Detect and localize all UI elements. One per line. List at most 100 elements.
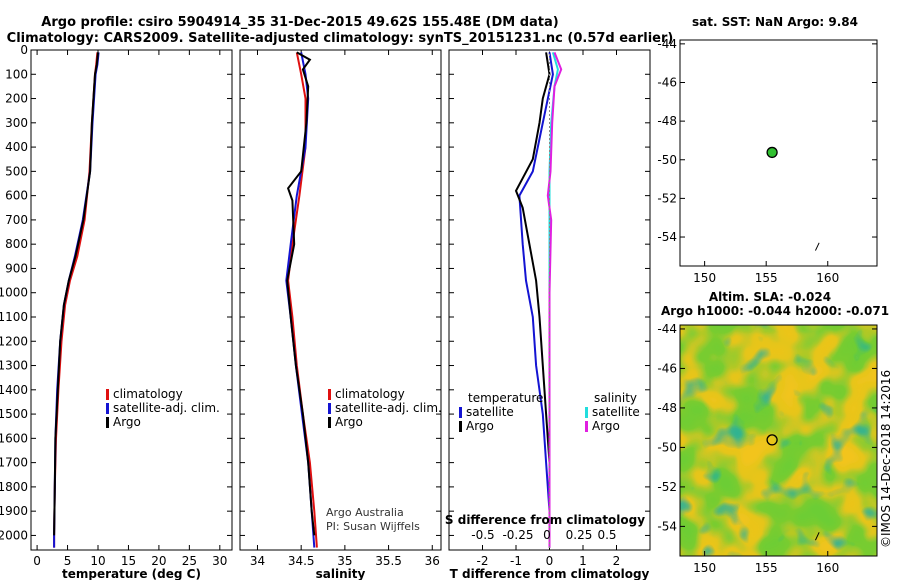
depth-tick-label: 700: [5, 213, 28, 227]
temperature-xtick-label: 25: [182, 554, 197, 568]
sla-map-xtick-label: 160: [816, 561, 839, 575]
diff-sal-legend-swatch: [585, 407, 588, 418]
temperature-xtick-label: 5: [64, 554, 72, 568]
diff-temp-legend-label: temperature: [468, 391, 543, 405]
temperature-xtick-label: 0: [33, 554, 41, 568]
temperature-xtick-label: 15: [121, 554, 136, 568]
depth-tick-label: 1500: [0, 407, 28, 421]
temp-legend-label: climatology: [113, 387, 183, 401]
difference-xlabel: T difference from climatology: [450, 567, 650, 580]
sal-legend-label: satellite-adj. clim.: [335, 401, 442, 415]
salinity-panel: 34 34.5 35 35.5 36 salinity climatologysatelli…: [239, 49, 442, 581]
salinity-axes-box: [239, 49, 442, 551]
salinity-series-climatology: [287, 52, 318, 548]
diff-temp-legend-label: Argo: [466, 419, 494, 433]
depth-tick-label: 1700: [0, 456, 28, 470]
temperature-panel: 0 5 10 15 20 25 300100200300400500600700800900…: [0, 43, 233, 581]
diff-sal-legend-label: salinity: [594, 391, 637, 405]
difference-xtick-label: 2: [613, 554, 621, 568]
salinity-xtick-label: 34: [250, 554, 265, 568]
difference-series-t-argo: [514, 52, 551, 548]
depth-tick-label: 1100: [0, 310, 28, 324]
depth-tick-label: 1900: [0, 504, 28, 518]
sla-map-ytick-label: -52: [657, 480, 677, 494]
sla-map-ytick-label: -54: [657, 519, 677, 533]
salinity-diff-tick-label: 0.5: [597, 528, 616, 542]
depth-tick-label: 1200: [0, 334, 28, 348]
temperature-series-group: [53, 52, 100, 548]
depth-tick-label: 1400: [0, 383, 28, 397]
temp-legend-swatch: [106, 403, 109, 414]
top-axis-label: S difference from climatology: [445, 513, 645, 527]
diff-sal-legend-label: Argo: [592, 419, 620, 433]
salinity-xtick-label: 35: [337, 554, 352, 568]
sal-legend-swatch: [328, 389, 331, 400]
difference-series-group: [514, 52, 563, 548]
temp-legend-label: satellite-adj. clim.: [113, 401, 220, 415]
salinity-diff-tick-label: -0.5: [471, 528, 494, 542]
temperature-xtick-label: 10: [90, 554, 105, 568]
depth-tick-label: 0: [20, 43, 28, 57]
temperature-series-argo: [53, 52, 99, 536]
credit-line-1: Argo Australia: [326, 506, 404, 519]
salinity-xtick-label: 36: [425, 554, 440, 568]
depth-tick-label: 1000: [0, 286, 28, 300]
salinity-xtick-label: 35.5: [375, 554, 402, 568]
sst-map-ytick-label: -48: [657, 114, 677, 128]
depth-tick-label: 900: [5, 261, 28, 275]
depth-tick-label: 300: [5, 116, 28, 130]
temp-legend-label: Argo: [113, 415, 141, 429]
temp-legend-swatch: [106, 417, 109, 428]
sla-map-ytick-label: -48: [657, 401, 677, 415]
temp-legend-swatch: [106, 389, 109, 400]
sla-map-coastline-fragment: [814, 532, 820, 541]
depth-tick-label: 500: [5, 164, 28, 178]
sla-map-ytick-label: -50: [657, 440, 677, 454]
sst-map-ytick-label: -46: [657, 75, 677, 89]
depth-tick-label: 800: [5, 237, 28, 251]
depth-tick-label: 100: [5, 67, 28, 81]
difference-xtick-label: -2: [477, 554, 489, 568]
credit-line-2: PI: Susan Wijffels: [326, 520, 420, 533]
diff-sal-legend-label: satellite: [592, 405, 640, 419]
sst-map-ytick-label: -44: [657, 37, 677, 51]
temperature-axes-box: [30, 49, 233, 551]
temperature-xtick-label: 30: [212, 554, 227, 568]
salinity-diff-tick-label: 0: [543, 528, 551, 542]
sal-legend-label: climatology: [335, 387, 405, 401]
sst-map-ytick-label: -54: [657, 230, 677, 244]
depth-tick-label: 1300: [0, 359, 28, 373]
sal-legend-label: Argo: [335, 415, 363, 429]
sla-map-frame: [679, 324, 878, 557]
salinity-xlabel: salinity: [316, 567, 366, 580]
depth-tick-label: 200: [5, 92, 28, 106]
diff-temp-legend-label: satellite: [466, 405, 514, 419]
depth-tick-label: 1800: [0, 480, 28, 494]
diff-temp-legend-swatch: [459, 421, 462, 432]
sla-map-ytick-label: -44: [657, 322, 677, 336]
sst-map-frame: [679, 39, 878, 267]
sst-map-title: sat. SST: NaN Argo: 9.84: [692, 15, 858, 29]
difference-xtick-label: -1: [510, 554, 522, 568]
difference-xtick-label: 1: [579, 554, 587, 568]
difference-xtick-label: 0: [546, 554, 554, 568]
salinity-xtick-label: 34.5: [288, 554, 315, 568]
sal-legend-swatch: [328, 417, 331, 428]
sla-map-subtitle: Argo h1000: -0.044 h2000: -0.071: [661, 304, 889, 318]
depth-tick-label: 2000: [0, 528, 28, 542]
depth-tick-label: 400: [5, 140, 28, 154]
sst-map-xtick-label: 150: [693, 271, 716, 285]
sst-map-argo-float-marker: [766, 146, 778, 159]
sla-map-xtick-label: 155: [755, 561, 778, 575]
salinity-series-argo: [286, 51, 316, 536]
sst-map-panel: sat. SST: NaN Argo: 9.84 150 155 160 -44 -46 -…: [657, 15, 878, 285]
sla-map-argo-float-marker: [766, 434, 778, 446]
difference-series-t-satellite: [518, 52, 554, 548]
sst-map-xtick-label: 155: [755, 271, 778, 285]
sla-map-title: Altim. SLA: -0.024: [709, 290, 831, 304]
difference-series-s-satellite: [548, 52, 559, 548]
salinity-diff-tick-label: 0.25: [566, 528, 593, 542]
title-line-1: Argo profile: csiro 5904914_35 31-Dec-20…: [41, 15, 558, 30]
